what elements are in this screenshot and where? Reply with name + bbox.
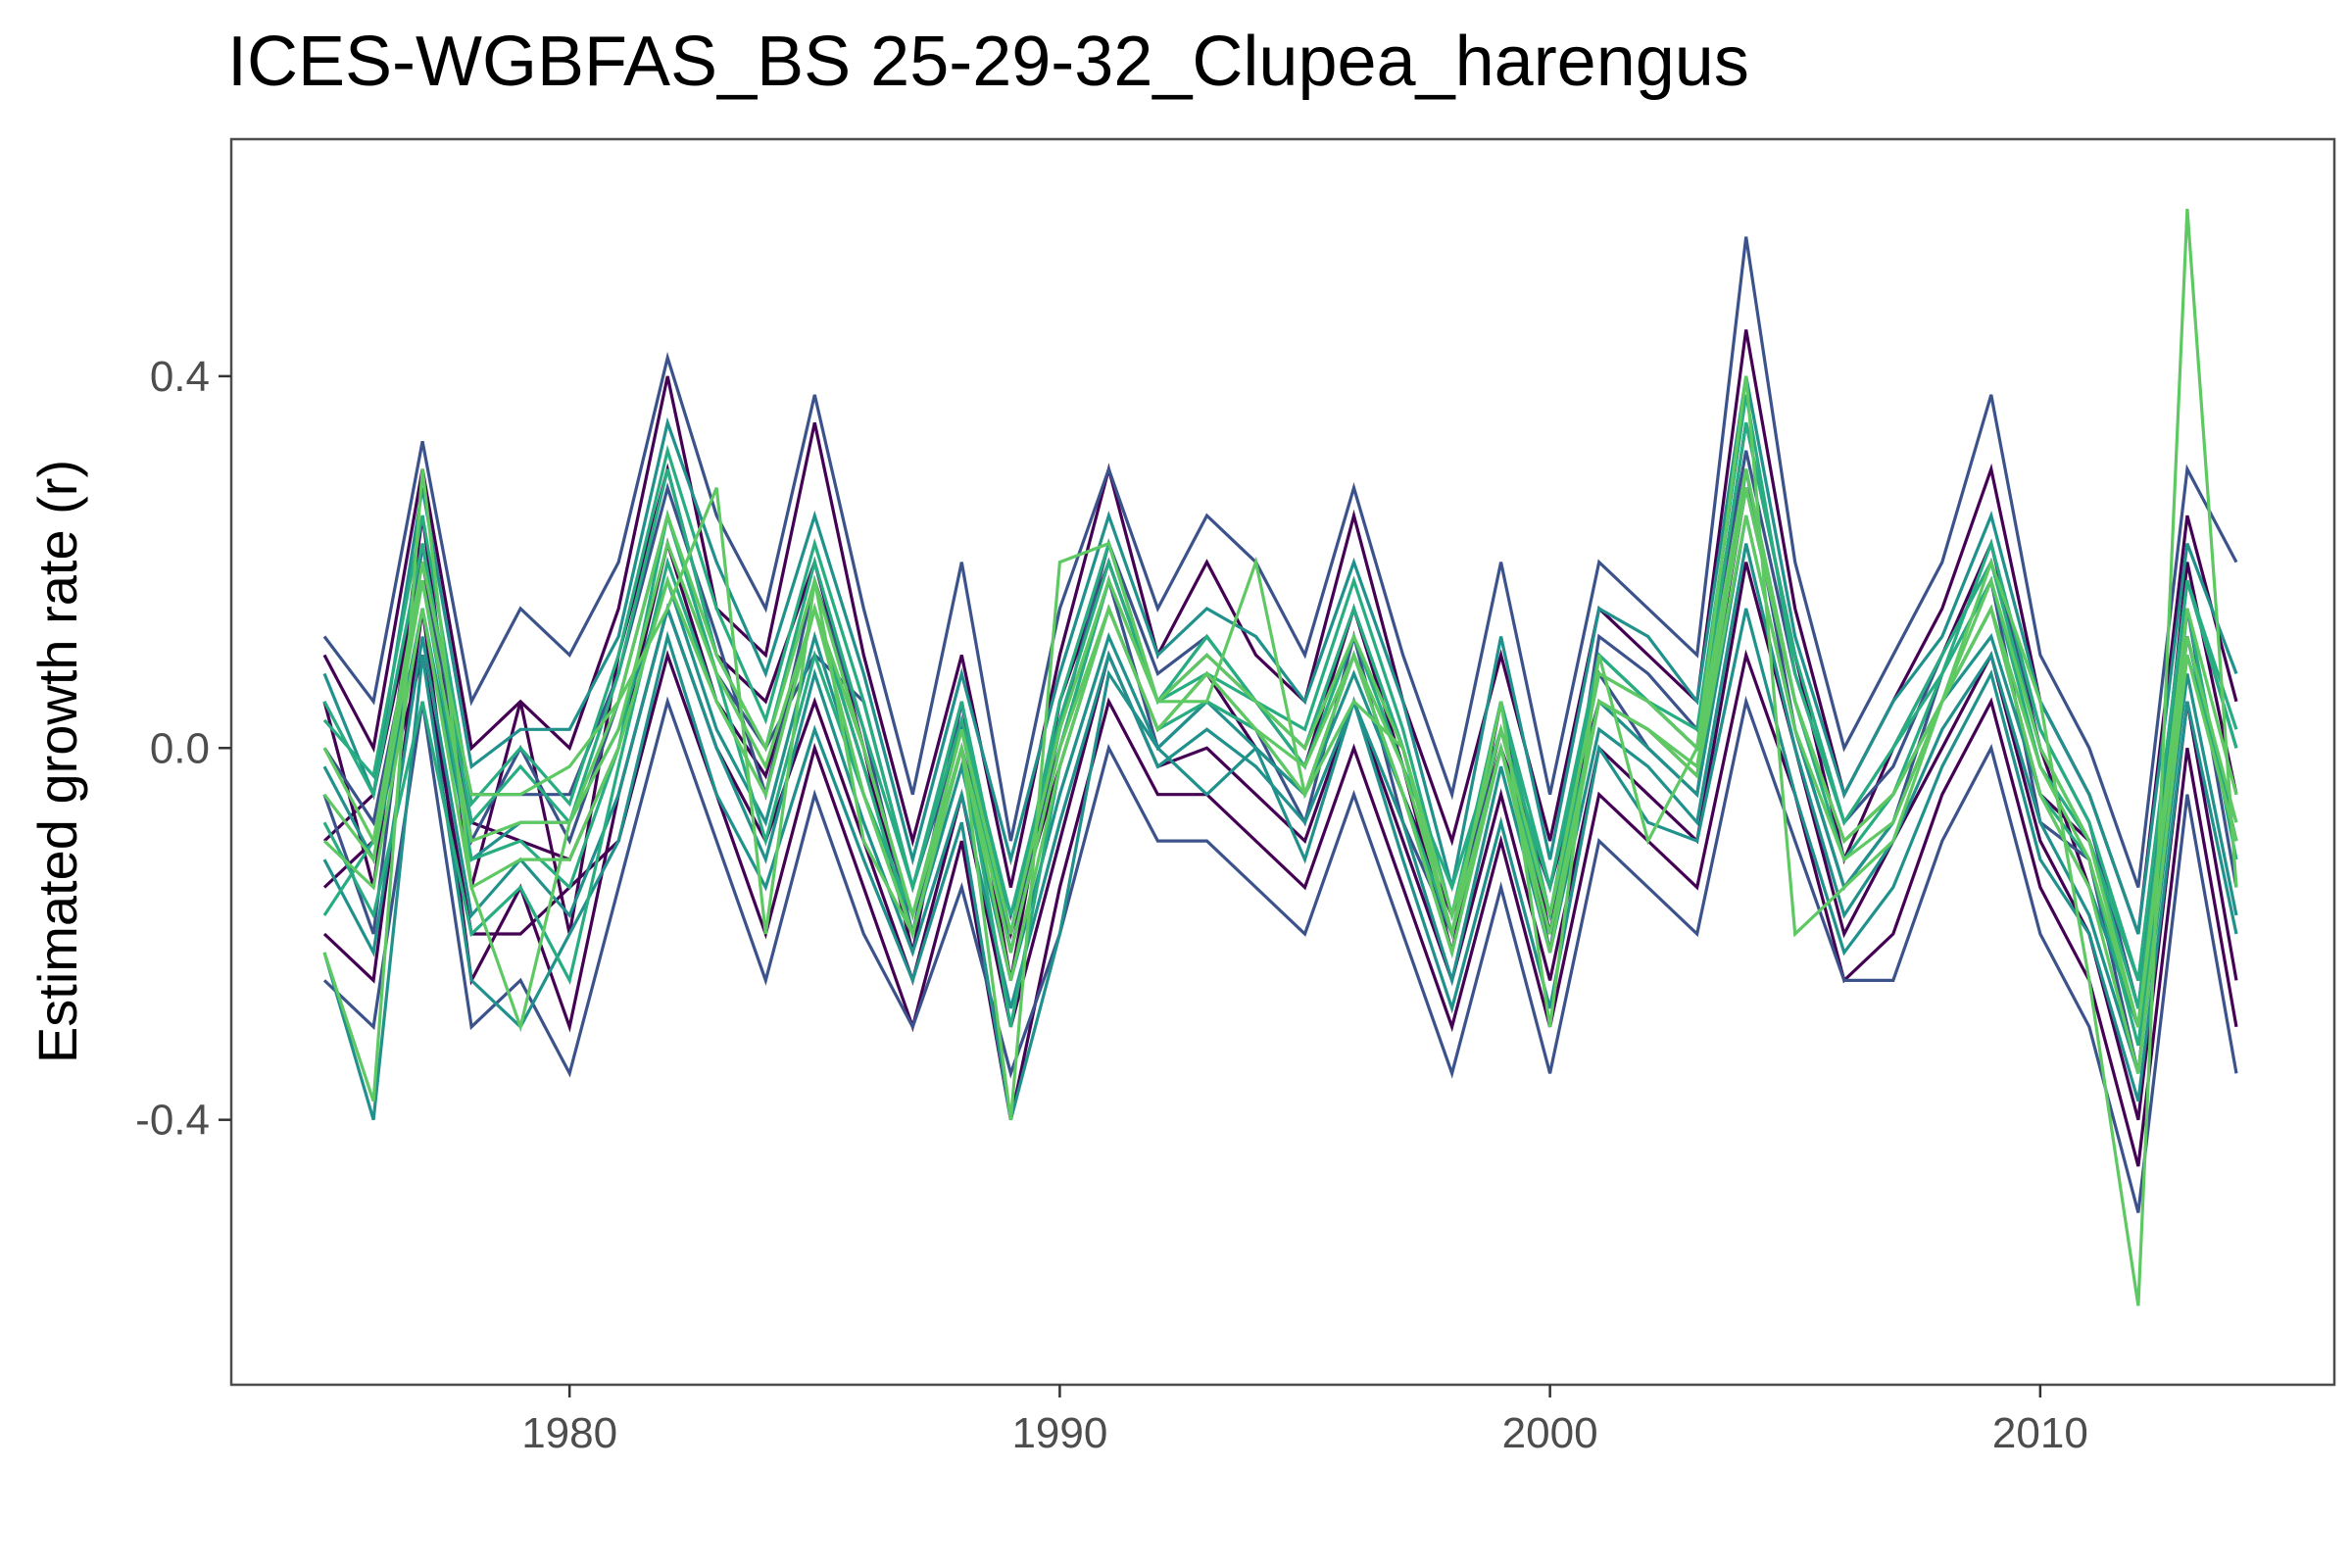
series-line <box>322 487 2238 1028</box>
series-line <box>322 468 2238 1009</box>
series-line <box>322 208 2238 1306</box>
series-line <box>322 562 2238 1121</box>
y-tick-label: 0.0 <box>150 724 210 772</box>
series-line <box>322 329 2238 935</box>
series-line <box>322 608 2238 1121</box>
x-tick-label: 1990 <box>1011 1409 1107 1457</box>
x-tick-label: 1980 <box>521 1409 617 1457</box>
series-line <box>322 543 2238 1074</box>
x-tick-label: 2010 <box>1992 1409 2088 1457</box>
series-line <box>322 649 2238 1167</box>
y-axis-title: Estimated growth rate (r) <box>26 460 88 1063</box>
axis-layer: 1980 1990 2000 2010 -0.4 0.0 0.4 <box>135 353 2088 1457</box>
series-line <box>322 375 2238 935</box>
y-tick-label: -0.4 <box>135 1097 210 1145</box>
series-line <box>322 695 2238 1213</box>
series-line <box>322 394 2238 981</box>
plot-panel-border <box>229 137 2336 1387</box>
chart-title: ICES-WGBFAS_BS 25-29-32_Clupea_harengus <box>227 23 1749 101</box>
series-line <box>322 236 2238 889</box>
x-tick-label: 2000 <box>1502 1409 1598 1457</box>
y-tick-label: 0.4 <box>150 353 210 401</box>
series-layer <box>322 208 2238 1306</box>
series-line <box>322 514 2238 1074</box>
